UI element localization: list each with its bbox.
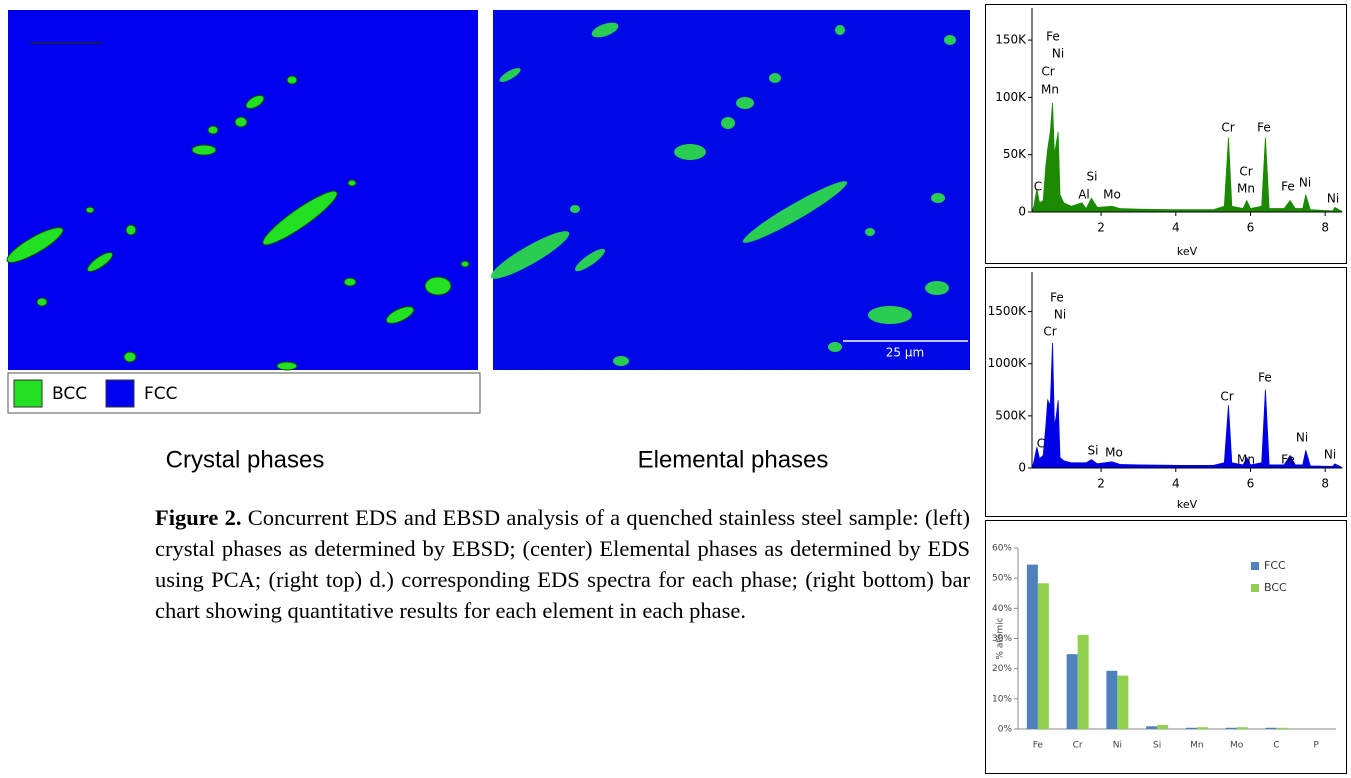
- x-tick-label: C: [1273, 741, 1279, 751]
- y-tick-label: 40%: [992, 604, 1012, 614]
- panel-frame: [985, 4, 1347, 264]
- peak-label: Cr: [1239, 165, 1252, 179]
- y-tick-label: 0%: [998, 725, 1013, 735]
- caption-label: Figure 2.: [155, 505, 242, 530]
- bar: [1066, 654, 1078, 729]
- x-axis-label: keV: [1177, 245, 1198, 258]
- y-tick-label: 0: [1018, 461, 1026, 475]
- x-tick-label: Si: [1153, 741, 1161, 751]
- bar: [1225, 727, 1237, 729]
- legend-swatch: [1251, 562, 1259, 570]
- y-tick-label: 30%: [992, 634, 1012, 644]
- x-tick-label: P: [1313, 741, 1319, 751]
- spectrum-area: [1031, 103, 1343, 213]
- y-tick-label: 0: [1018, 205, 1026, 219]
- y-tick-label: 1500K: [988, 304, 1028, 318]
- panel-label: Elemental phases: [638, 446, 829, 473]
- panel-label: Crystal phases: [166, 446, 325, 473]
- scale-bar-label: 25 μm: [886, 346, 924, 360]
- x-tick-label: Fe: [1033, 741, 1044, 751]
- peak-label: Si: [1087, 170, 1098, 184]
- figure-caption: Figure 2. Concurrent EDS and EBSD analys…: [155, 502, 970, 626]
- y-tick-label: 500K: [995, 408, 1027, 422]
- x-tick-label: 8: [1321, 477, 1329, 491]
- bar: [1236, 727, 1248, 729]
- peak-label: Ni: [1054, 308, 1066, 322]
- bar: [1265, 727, 1277, 729]
- peak-label: Cr: [1041, 65, 1054, 79]
- caption-text: Concurrent EDS and EBSD analysis of a qu…: [155, 505, 971, 623]
- peak-label: Cr: [1043, 325, 1056, 339]
- bar: [1196, 727, 1208, 729]
- x-tick-label: Mn: [1190, 741, 1203, 751]
- peak-label: Fe: [1281, 180, 1295, 194]
- peak-label: Ni: [1296, 431, 1308, 445]
- bar: [1157, 725, 1169, 729]
- panel-frame: [985, 520, 1347, 774]
- peak-label: Si: [1088, 444, 1099, 458]
- legend-swatch: [1251, 584, 1259, 592]
- y-tick-label: 1000K: [988, 356, 1028, 370]
- legend-label: FCC: [144, 384, 178, 404]
- peak-label: Al: [1078, 188, 1090, 202]
- x-tick-label: 6: [1247, 221, 1255, 235]
- x-axis-label: keV: [1177, 498, 1198, 511]
- y-tick-label: 100K: [995, 90, 1027, 104]
- x-tick-label: Mo: [1230, 741, 1244, 751]
- bar: [1117, 675, 1129, 729]
- bar: [1185, 727, 1197, 729]
- x-tick-label: 8: [1321, 221, 1329, 235]
- peak-label: Ni: [1324, 448, 1336, 462]
- peak-label: Ni: [1299, 176, 1311, 190]
- peak-label: Cr: [1220, 390, 1233, 404]
- peak-label: Cr: [1221, 121, 1234, 135]
- peak-label: Fe: [1050, 291, 1064, 305]
- legend-label: BCC: [52, 384, 87, 404]
- y-tick-label: 60%: [992, 544, 1012, 554]
- y-tick-label: 50K: [1003, 147, 1027, 161]
- peak-label: Mn: [1041, 83, 1059, 97]
- y-tick-label: 10%: [992, 694, 1012, 704]
- x-tick-label: 4: [1172, 477, 1180, 491]
- bar: [1106, 670, 1118, 729]
- x-tick-label: 4: [1172, 221, 1180, 235]
- y-tick-label: 20%: [992, 664, 1012, 674]
- x-tick-label: 2: [1097, 477, 1105, 491]
- peak-label: Mn: [1237, 182, 1255, 196]
- peak-label: Fe: [1258, 371, 1272, 385]
- y-axis-label: % atomic: [996, 617, 1006, 659]
- x-tick-label: Ni: [1113, 741, 1122, 751]
- crystal-phase-map: [6, 10, 478, 371]
- peak-label: Ni: [1327, 192, 1339, 206]
- bar: [1026, 564, 1038, 729]
- bar: [1077, 634, 1089, 729]
- x-tick-label: Cr: [1073, 741, 1083, 751]
- bar: [1146, 726, 1158, 729]
- peak-label: C: [1037, 437, 1045, 451]
- legend-swatch: [105, 379, 135, 408]
- legend-swatch: [13, 379, 43, 408]
- peak-label: Mn: [1237, 453, 1255, 467]
- spectrum-area: [1031, 342, 1343, 469]
- y-tick-label: 50%: [992, 574, 1012, 584]
- legend-label: BCC: [1264, 581, 1287, 594]
- peak-label: Ni: [1052, 47, 1064, 61]
- elemental-phase-map: 25 μm: [490, 10, 970, 370]
- peak-label: Fe: [1257, 121, 1271, 135]
- panel-frame: [985, 267, 1347, 517]
- peak-label: Mo: [1105, 446, 1123, 460]
- peak-label: Fe: [1281, 453, 1295, 467]
- phase-legend: [7, 372, 481, 414]
- bar: [1276, 727, 1288, 729]
- x-tick-label: 6: [1247, 477, 1255, 491]
- y-tick-label: 150K: [995, 33, 1027, 47]
- x-tick-label: 2: [1097, 221, 1105, 235]
- peak-label: Fe: [1046, 30, 1060, 44]
- bar: [1037, 583, 1049, 729]
- peak-label: C: [1034, 180, 1042, 194]
- legend-label: FCC: [1264, 559, 1286, 572]
- peak-label: Mo: [1103, 188, 1121, 202]
